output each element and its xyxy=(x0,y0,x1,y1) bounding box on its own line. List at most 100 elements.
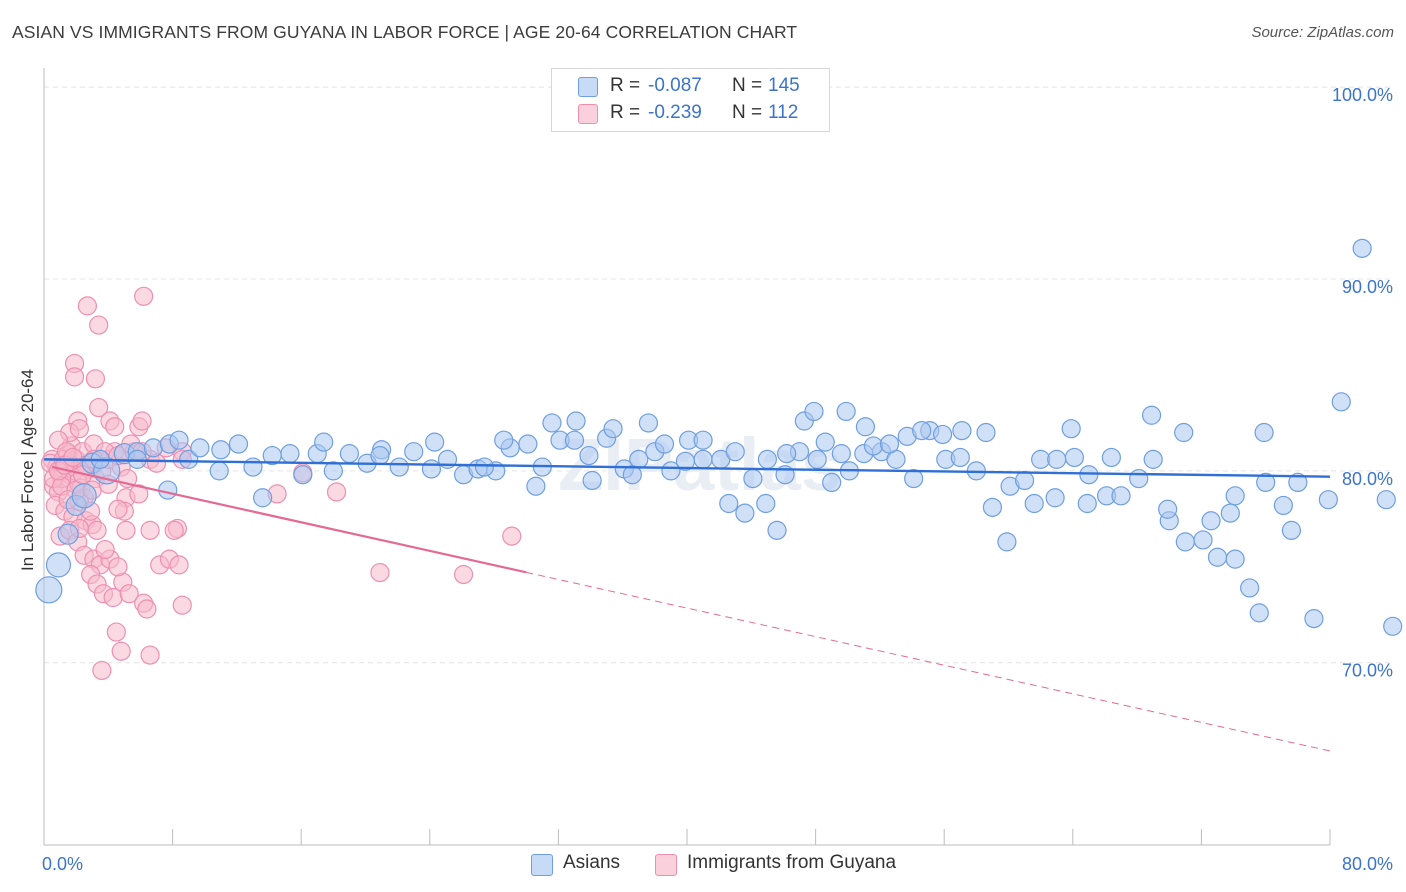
asians-point xyxy=(1207,547,1228,567)
guyana-point xyxy=(140,520,160,540)
legend-label: Immigrants from Guyana xyxy=(687,852,897,873)
n-value: 112 xyxy=(768,102,799,123)
asians-point xyxy=(1201,511,1221,531)
guyana-point xyxy=(132,411,152,431)
guyana-point xyxy=(502,526,522,546)
asians-point xyxy=(158,480,178,500)
guyana-point xyxy=(137,599,157,619)
asians-point xyxy=(654,434,675,454)
asians-point xyxy=(228,434,249,454)
asians-point xyxy=(526,476,546,496)
asians-point xyxy=(1014,470,1035,491)
guyana-point xyxy=(116,520,136,540)
asians-point xyxy=(863,436,884,456)
asians-point xyxy=(1024,493,1044,514)
asians-point xyxy=(293,465,313,485)
asians-point xyxy=(169,430,189,450)
asians-point xyxy=(638,413,659,433)
n-label: N = xyxy=(732,75,763,96)
source-label: Source: ZipAtlas.com xyxy=(1251,24,1394,41)
n-value: 145 xyxy=(768,75,800,96)
asians-point xyxy=(675,451,695,471)
asians-point xyxy=(404,442,424,462)
asians-point xyxy=(1220,503,1240,523)
asians-point xyxy=(1225,549,1245,569)
guyana-point xyxy=(169,555,189,575)
y-tick-label: 70.0% xyxy=(1342,661,1393,681)
asians-point xyxy=(997,532,1017,552)
y-tick-label: 90.0% xyxy=(1342,277,1393,297)
asians-point xyxy=(1318,490,1338,510)
guyana-point xyxy=(106,622,126,642)
guyana-point xyxy=(140,645,160,665)
asians-point xyxy=(179,449,199,469)
asians-legend-swatch xyxy=(531,854,553,876)
asians-point xyxy=(1281,520,1302,540)
guyana-point xyxy=(89,315,109,335)
guyana-point xyxy=(453,564,474,585)
asians-point xyxy=(474,457,495,477)
r-value: -0.087 xyxy=(648,75,702,96)
asians-point xyxy=(579,445,599,466)
asians-point xyxy=(35,576,63,604)
asians-point xyxy=(1064,447,1085,468)
guyana-point xyxy=(77,296,98,316)
asians-point xyxy=(757,449,777,469)
series-legend: Asians Immigrants from Guyana xyxy=(0,852,1406,878)
asians-point xyxy=(807,449,827,469)
asians-point xyxy=(323,461,343,481)
asians-point xyxy=(603,419,623,439)
asians-point xyxy=(1047,449,1067,469)
asians-point xyxy=(904,468,924,489)
asians-point xyxy=(815,432,835,452)
n-label: N = xyxy=(732,102,763,123)
guyana-point xyxy=(92,660,112,681)
asians-point xyxy=(1225,486,1245,506)
asians-point xyxy=(804,401,824,422)
x-tick-label: 80.0% xyxy=(1342,854,1393,874)
asians-point xyxy=(211,440,231,460)
guyana-point xyxy=(108,499,128,519)
asians-point xyxy=(767,520,787,540)
asians-point xyxy=(143,438,163,458)
asians-point xyxy=(370,445,390,466)
asians-point xyxy=(243,457,263,477)
asians-point xyxy=(1174,422,1194,443)
asians-point xyxy=(1193,530,1213,550)
asians-point xyxy=(777,444,797,464)
asians-point xyxy=(1031,449,1051,469)
asians-point xyxy=(494,430,514,450)
guyana-point xyxy=(89,397,109,418)
asians-point xyxy=(209,461,229,481)
guyana-trendline-extension xyxy=(526,571,1331,752)
asians-point xyxy=(518,434,538,454)
asians-point xyxy=(1288,472,1308,492)
asians-point xyxy=(952,421,972,441)
stats-row-guyana: R = -0.239 N = 112 xyxy=(552,100,829,126)
asians-point xyxy=(982,497,1003,517)
asians-point xyxy=(1129,468,1149,489)
asians-point xyxy=(564,430,585,450)
asians-point xyxy=(1273,495,1293,516)
y-tick-label: 100.0% xyxy=(1332,85,1393,105)
asians-point xyxy=(542,413,562,433)
guyana-point xyxy=(164,520,184,540)
asians-trendline xyxy=(43,458,1331,478)
guyana-point xyxy=(87,520,107,540)
asians-point xyxy=(1331,392,1351,412)
asians-point xyxy=(661,461,681,481)
guyana-point xyxy=(95,539,115,560)
asians-point xyxy=(190,438,210,458)
guyana-point xyxy=(129,484,149,504)
asians-point xyxy=(693,430,713,450)
asians-point xyxy=(1249,603,1269,623)
guyana-point xyxy=(119,584,139,604)
asians-point xyxy=(725,442,745,462)
asians-point xyxy=(1304,609,1324,629)
r-label: R = xyxy=(610,75,641,96)
r-label: R = xyxy=(610,102,641,123)
asians-point xyxy=(756,493,776,514)
asians-point xyxy=(566,411,586,431)
asians-point xyxy=(912,421,932,441)
